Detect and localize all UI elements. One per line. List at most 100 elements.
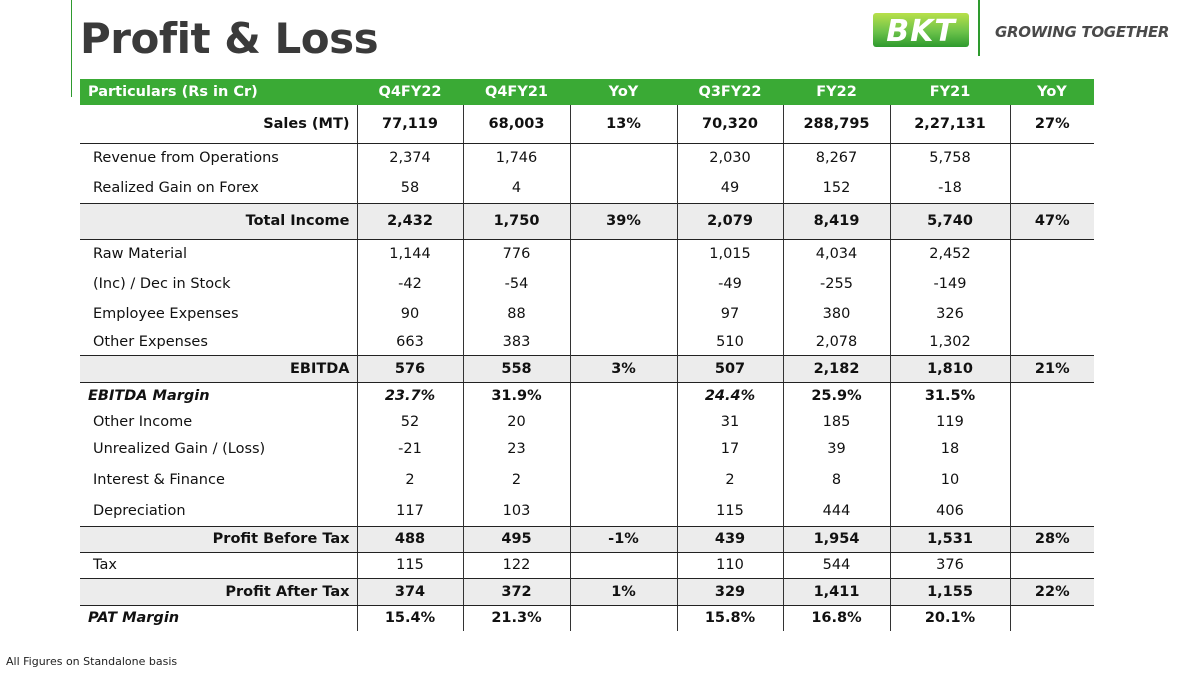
cell: 77,119 — [356, 105, 463, 144]
cell: 52 — [356, 409, 463, 435]
cell — [1009, 143, 1094, 173]
cell — [569, 435, 677, 463]
cell — [1009, 269, 1094, 299]
cell: 122 — [462, 552, 570, 578]
cell — [1009, 435, 1094, 463]
table-row: Sales (MT) 77,119 68,003 13% 70,320 288,… — [80, 105, 1094, 144]
column-header: YoY — [570, 79, 677, 105]
table-row: Tax 115 122 110 544 376 — [80, 552, 1094, 578]
cell: -255 — [782, 269, 890, 299]
cell — [569, 329, 677, 355]
cell — [1009, 496, 1094, 526]
cell: 97 — [676, 299, 783, 329]
column-header: Q4FY21 — [463, 79, 570, 105]
cell: 20.1% — [889, 605, 1010, 631]
cell: 372 — [462, 577, 570, 606]
table-row-subtotal: Total Income 2,432 1,750 39% 2,079 8,419… — [80, 202, 1094, 240]
cell: 776 — [462, 239, 570, 269]
cell: 70,320 — [676, 105, 783, 144]
row-label: Other Expenses — [93, 333, 208, 350]
row-label: Total Income — [80, 202, 357, 240]
row-label: EBITDA Margin — [88, 387, 210, 404]
cell: 663 — [356, 329, 463, 355]
cell: 4 — [462, 173, 570, 203]
cell: 25.9% — [782, 382, 890, 409]
cell — [569, 382, 677, 409]
cell: 16.8% — [782, 605, 890, 631]
cell: 117 — [356, 496, 463, 526]
column-header: FY22 — [783, 79, 890, 105]
cell: 2,078 — [782, 329, 890, 355]
cell: -42 — [356, 269, 463, 299]
table-row: Other Expenses 663 383 510 2,078 1,302 — [80, 329, 1094, 355]
cell — [569, 463, 677, 496]
cell: 1,746 — [462, 143, 570, 173]
bkt-logo: BKT — [873, 13, 969, 49]
cell: 10 — [889, 463, 1010, 496]
cell: 558 — [462, 354, 570, 383]
cell: 110 — [676, 552, 783, 578]
row-label: Tax — [93, 557, 117, 573]
cell: 103 — [462, 496, 570, 526]
cell: 39 — [782, 435, 890, 463]
cell — [569, 496, 677, 526]
cell — [569, 173, 677, 203]
cell — [1009, 382, 1094, 409]
cell: -149 — [889, 269, 1010, 299]
cell — [569, 409, 677, 435]
cell: 23 — [462, 435, 570, 463]
cell: 4,034 — [782, 239, 890, 269]
cell: 3% — [569, 354, 677, 383]
table-row: Interest & Finance 2 2 2 8 10 — [80, 463, 1094, 496]
cell: 115 — [676, 496, 783, 526]
cell: 2 — [356, 463, 463, 496]
table-row: Revenue from Operations 2,374 1,746 2,03… — [80, 143, 1094, 173]
cell: 507 — [676, 354, 783, 383]
column-header: FY21 — [890, 79, 1010, 105]
cell: 115 — [356, 552, 463, 578]
cell — [569, 269, 677, 299]
cell: 58 — [356, 173, 463, 203]
cell: 376 — [889, 552, 1010, 578]
table-row-subtotal: EBITDA 576 558 3% 507 2,182 1,810 21% — [80, 354, 1094, 383]
cell — [569, 552, 677, 578]
cell: 27% — [1009, 105, 1094, 144]
cell: 2,432 — [356, 202, 463, 240]
cell — [569, 299, 677, 329]
cell: 31.9% — [462, 382, 570, 409]
cell: 439 — [676, 525, 783, 553]
table-row: Other Income 52 20 31 185 119 — [80, 409, 1094, 435]
row-label: EBITDA — [80, 354, 357, 383]
cell: 8 — [782, 463, 890, 496]
logo-separator — [978, 0, 980, 56]
cell: 119 — [889, 409, 1010, 435]
cell: 39% — [569, 202, 677, 240]
cell: -49 — [676, 269, 783, 299]
cell: 23.7% — [356, 382, 463, 409]
cell: 18 — [889, 435, 1010, 463]
cell: 47% — [1009, 202, 1094, 240]
row-label: PAT Margin — [88, 610, 180, 627]
cell — [569, 239, 677, 269]
table-row-margin: EBITDA Margin 23.7% 31.9% 24.4% 25.9% 31… — [80, 382, 1094, 409]
table-row-subtotal: Profit After Tax 374 372 1% 329 1,411 1,… — [80, 577, 1094, 606]
cell: 1,015 — [676, 239, 783, 269]
cell: 15.4% — [356, 605, 463, 631]
cell — [1009, 409, 1094, 435]
cell: 68,003 — [462, 105, 570, 144]
cell: 31 — [676, 409, 783, 435]
table-row: (Inc) / Dec in Stock -42 -54 -49 -255 -1… — [80, 269, 1094, 299]
cell: 2 — [676, 463, 783, 496]
table-row: Employee Expenses 90 88 97 380 326 — [80, 299, 1094, 329]
cell — [569, 143, 677, 173]
cell: 1,810 — [889, 354, 1010, 383]
row-label: Profit After Tax — [80, 577, 357, 606]
cell: 2,452 — [889, 239, 1010, 269]
row-label: (Inc) / Dec in Stock — [93, 276, 231, 292]
footnote: All Figures on Standalone basis — [6, 655, 178, 668]
cell: 1,411 — [782, 577, 890, 606]
cell: 31.5% — [889, 382, 1010, 409]
cell: 1,531 — [889, 525, 1010, 553]
cell: 28% — [1009, 525, 1094, 553]
table-row: Depreciation 117 103 115 444 406 — [80, 496, 1094, 526]
